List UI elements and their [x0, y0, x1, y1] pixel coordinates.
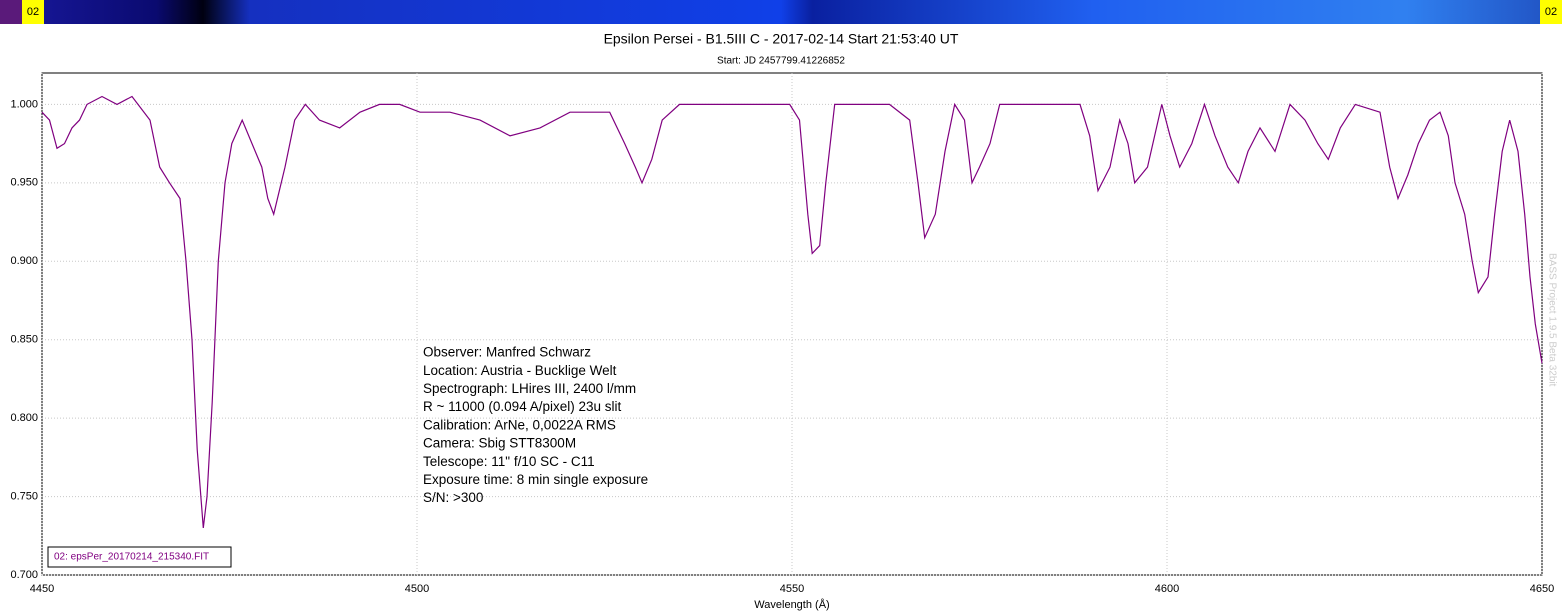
annotation-line: Exposure time: 8 min single exposure	[423, 472, 648, 487]
y-tick-label: 1.000	[10, 98, 38, 110]
legend-box	[47, 546, 232, 568]
spectrum-strip	[0, 0, 1562, 24]
strip-label: 02	[27, 6, 39, 18]
annotation-line: Calibration: ArNe, 0,0022A RMS	[423, 417, 616, 432]
strip-badge	[22, 0, 44, 24]
y-tick-label: 0.750	[10, 490, 38, 502]
annotation-line: Camera: Sbig STT8300M	[423, 436, 576, 451]
legend-label: 02: epsPer_20170214_215340.FIT	[54, 552, 209, 563]
x-tick-label: 4550	[780, 583, 804, 595]
x-tick-label: 4650	[1530, 583, 1554, 595]
chart-title: Epsilon Persei - B1.5III C - 2017-02-14 …	[604, 31, 959, 47]
strip-badge	[1540, 0, 1562, 24]
y-tick-label: 0.800	[10, 412, 38, 424]
x-axis-label: Wavelength (Å)	[754, 598, 829, 611]
strip-label: 02	[1545, 6, 1557, 18]
version: BASS Project 1.9.5 Beta 32bit	[1546, 253, 1557, 387]
y-tick-label: 0.700	[10, 569, 38, 581]
annotation-line: Observer: Manfred Schwarz	[423, 345, 591, 360]
y-tick-label: 0.900	[10, 255, 38, 267]
x-tick-label: 4450	[30, 583, 54, 595]
annotation-line: Telescope: 11" f/10 SC - C11	[423, 454, 595, 469]
annotation-line: R ~ 11000 (0.094 A/pixel) 23u slit	[423, 399, 621, 414]
annotation-line: S/N: >300	[423, 490, 483, 505]
y-tick-label: 0.950	[10, 177, 38, 189]
y-tick-label: 0.850	[10, 334, 38, 346]
annotation-line: Spectrograph: LHires III, 2400 l/mm	[423, 381, 636, 396]
x-tick-label: 4500	[405, 583, 429, 595]
spectrum-line	[41, 95, 1543, 528]
chart-subtitle: Start: JD 2457799.41226852	[717, 56, 845, 67]
annotation-line: Location: Austria - Bucklige Welt	[423, 363, 617, 378]
strip-color	[0, 0, 22, 24]
x-tick-label: 4600	[1155, 583, 1179, 595]
plot-area	[41, 72, 1543, 576]
